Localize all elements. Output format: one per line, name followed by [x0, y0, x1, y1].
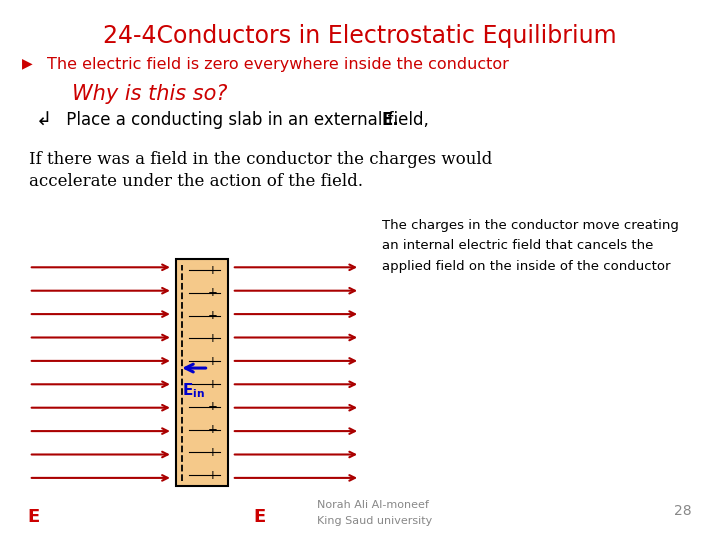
Text: +: +: [207, 332, 217, 345]
Text: +: +: [207, 446, 217, 459]
Text: If there was a field in the conductor the charges would: If there was a field in the conductor th…: [29, 151, 492, 168]
Text: E: E: [253, 508, 266, 525]
Text: The electric field is zero everywhere inside the conductor: The electric field is zero everywhere in…: [47, 57, 508, 72]
Text: ▶: ▶: [22, 57, 32, 71]
Text: E.: E.: [382, 111, 400, 129]
Text: 24-4Conductors in Electrostatic Equilibrium: 24-4Conductors in Electrostatic Equilibr…: [103, 24, 617, 48]
Bar: [176, 259, 228, 486]
Text: +: +: [207, 264, 217, 276]
Text: E: E: [27, 508, 40, 525]
Text: $\mathbf{E_{in}}$: $\mathbf{E_{in}}$: [182, 382, 205, 400]
Text: Why is this so?: Why is this so?: [72, 84, 228, 104]
Text: +: +: [207, 400, 217, 413]
Text: +: +: [207, 377, 217, 390]
Text: an internal electric field that cancels the: an internal electric field that cancels …: [382, 239, 653, 252]
Text: +: +: [207, 286, 217, 299]
Text: King Saud university: King Saud university: [317, 516, 432, 526]
Text: +: +: [207, 423, 217, 436]
Text: +: +: [207, 309, 217, 322]
Text: Norah Ali Al-moneef: Norah Ali Al-moneef: [317, 500, 428, 510]
Text: Place a conducting slab in an external field,: Place a conducting slab in an external f…: [61, 111, 434, 129]
Text: The charges in the conductor move creating: The charges in the conductor move creati…: [382, 219, 678, 232]
Text: 28: 28: [674, 504, 691, 518]
Text: applied field on the inside of the conductor: applied field on the inside of the condu…: [382, 260, 670, 273]
Text: accelerate under the action of the field.: accelerate under the action of the field…: [29, 173, 363, 190]
Text: ↲: ↲: [36, 111, 53, 130]
Text: +: +: [207, 355, 217, 368]
Text: +: +: [207, 469, 217, 482]
